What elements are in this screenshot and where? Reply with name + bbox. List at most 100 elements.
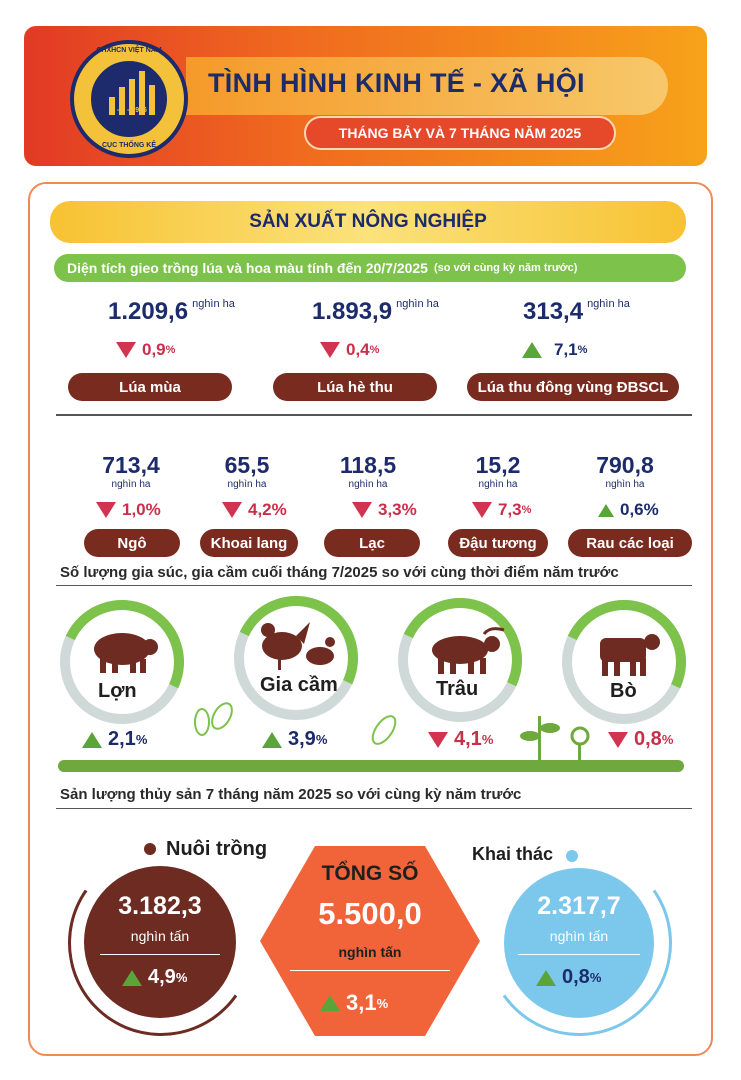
logo-emblem: 6 - 5 - 1946 — [88, 58, 170, 140]
divider — [56, 585, 692, 586]
pig-icon — [94, 633, 158, 673]
aquaculture-unit: nghìn tấn — [130, 928, 190, 944]
rice-unit: nghìn ha — [396, 298, 439, 310]
rice-value-2: 1.893,9 nghìn ha — [312, 298, 439, 326]
down-arrow-icon — [222, 502, 242, 518]
crop-value: 65,5 — [224, 452, 270, 478]
section-title: SẢN XUẤT NÔNG NGHIỆP — [50, 201, 686, 243]
aquaculture-circle — [84, 866, 236, 1018]
aquaculture-dot — [144, 843, 156, 855]
livestock-label: Gia cầm — [260, 674, 338, 696]
capture-value: 2.317,7 — [537, 892, 621, 920]
down-arrow-icon — [472, 502, 492, 518]
aquaculture-value: 3.182,3 — [118, 892, 202, 920]
livestock-label: Lợn — [98, 680, 137, 702]
up-arrow-icon — [536, 969, 556, 986]
crop-value: 15,2 — [475, 452, 521, 478]
up-arrow-icon — [320, 995, 340, 1011]
crop-change: 1,0% — [96, 500, 161, 520]
down-arrow-icon — [428, 731, 448, 748]
crop-change: 7,3% — [472, 500, 531, 520]
total-value: 5.500,0 — [318, 896, 422, 931]
up-arrow-icon — [82, 731, 102, 748]
livestock-change: 3,9% — [262, 728, 327, 751]
buffalo-icon — [432, 627, 505, 674]
divider — [56, 808, 692, 809]
livestock-change: 2,1% — [82, 728, 147, 751]
livestock-label: Bò — [610, 680, 637, 702]
down-arrow-icon — [352, 502, 372, 518]
livestock-change: 4,1% — [428, 728, 493, 751]
crop-change: 3,3% — [352, 500, 417, 520]
crop-value: 118,5 — [339, 452, 397, 478]
total-change: 3,1% — [320, 990, 388, 1016]
crop-unit: nghìn ha — [227, 479, 267, 490]
total-label: TỔNG SỐ — [321, 862, 419, 885]
crop-change: 0,6% — [598, 500, 659, 520]
leaf-icon — [371, 715, 397, 745]
title-band — [186, 57, 668, 115]
rice-label-1: Lúa mùa — [68, 373, 232, 401]
buffalo-ring — [398, 598, 522, 722]
rice-heading-text: Diện tích gieo trồng lúa và hoa màu tính… — [67, 260, 428, 276]
crop-label: Khoai lang — [200, 529, 298, 557]
crop-label: Lạc — [324, 529, 420, 557]
total-unit: nghìn tấn — [338, 944, 402, 960]
crop-unit: nghìn ha — [111, 479, 151, 490]
up-arrow-icon — [522, 342, 542, 358]
up-arrow-icon — [122, 969, 142, 986]
capture-label: Khai thác — [472, 844, 554, 864]
cow-icon — [600, 634, 660, 676]
capture-dot — [566, 850, 578, 862]
rice-value-3: 313,4 nghìn ha — [523, 298, 630, 326]
rice-change-2: 0,4% — [320, 340, 379, 360]
divider — [100, 954, 220, 955]
rice-value: 1.893,9 — [312, 298, 393, 325]
down-arrow-icon — [116, 342, 136, 358]
capture-circle — [504, 868, 654, 1018]
rice-change-1: 0,9% — [116, 340, 175, 360]
pig-ring — [60, 600, 184, 724]
poultry-ring — [234, 596, 358, 720]
rice-heading-note: (so với cùng kỳ năm trước) — [433, 262, 578, 274]
livestock-label: Trâu — [436, 678, 479, 700]
capture-unit: nghìn tấn — [549, 928, 609, 944]
aquaculture-change: 4,9% — [122, 966, 187, 989]
poultry-icon — [261, 622, 335, 670]
cow-ring — [562, 600, 686, 724]
divider — [290, 970, 450, 971]
livestock-change: 0,8% — [608, 728, 673, 751]
crop-value: 713,4 — [102, 452, 160, 478]
total-hexagon — [260, 846, 480, 1036]
rice-label-3: Lúa thu đông vùng ĐBSCL — [467, 373, 679, 401]
rice-value-1: 1.209,6 nghìn ha — [108, 298, 235, 326]
down-arrow-icon — [320, 342, 340, 358]
crop-value: 790,8 — [596, 452, 654, 478]
leaf-icon — [194, 702, 233, 736]
crop-unit: nghìn ha — [605, 479, 645, 490]
logo-text-bottom: CỤC THỐNG KÊ — [101, 142, 157, 149]
page-title: TÌNH HÌNH KINH TẾ - XÃ HỘI — [208, 68, 585, 98]
crop-label: Rau các loại — [568, 529, 692, 557]
rice-value: 1.209,6 — [108, 298, 189, 325]
up-arrow-icon — [598, 503, 614, 517]
rice-unit: nghìn ha — [192, 298, 235, 310]
fishery-heading: Sản lượng thủy sản 7 tháng năm 2025 so v… — [60, 786, 522, 803]
rice-change-3: 7,1% — [522, 340, 587, 360]
page-subtitle: THÁNG BẢY VÀ 7 THÁNG NĂM 2025 — [304, 116, 616, 150]
plant-icon — [520, 716, 590, 764]
gso-logo: CHXHCN VIỆT NAM 6 - 5 - 1946 CỤC THỐNG K… — [70, 40, 188, 158]
divider — [56, 414, 692, 416]
rice-value: 313,4 — [523, 298, 584, 325]
logo-text-top: CHXHCN VIỆT NAM — [96, 47, 162, 54]
crop-label: Đậu tương — [448, 529, 548, 557]
capture-change: 0,8% — [536, 966, 601, 989]
divider — [518, 954, 640, 955]
rice-label-2: Lúa hè thu — [273, 373, 437, 401]
livestock-heading: Số lượng gia súc, gia cầm cuối tháng 7/2… — [60, 564, 619, 581]
crop-change: 4,2% — [222, 500, 287, 520]
aquaculture-label: Nuôi trồng — [166, 838, 268, 860]
crop-unit: nghìn ha — [348, 479, 388, 490]
logo-year: 6 - 5 - 1946 — [111, 107, 147, 114]
rice-unit: nghìn ha — [587, 298, 630, 310]
